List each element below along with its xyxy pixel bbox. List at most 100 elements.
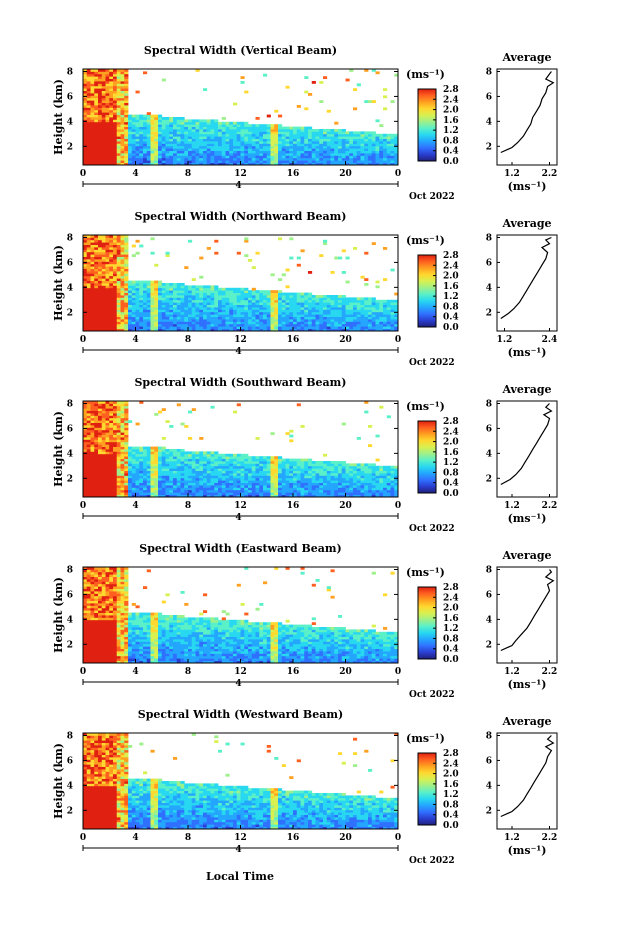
- average-x-label: (ms⁻¹): [508, 512, 547, 525]
- average-profile-line: [500, 236, 552, 319]
- average-y-tick-label: 8: [486, 565, 492, 575]
- x-tick-label: 0: [395, 335, 401, 345]
- colorbar-tick-label: 1.2: [443, 292, 459, 302]
- date-label: Oct 2022: [409, 524, 455, 534]
- y-tick-label: 4: [67, 615, 73, 625]
- average-x-tick-label: 2.2: [542, 169, 558, 179]
- x-tick-label: 12: [234, 501, 247, 511]
- colorbar-tick-label: 0.4: [443, 479, 459, 489]
- colorbar-tick-label: 0.8: [443, 136, 459, 146]
- average-frame: [496, 732, 558, 830]
- y-tick-label: 2: [67, 806, 73, 816]
- colorbar-tick-label: 2.4: [443, 261, 459, 271]
- y-tick-label: 2: [67, 474, 73, 484]
- average-x-label: (ms⁻¹): [508, 844, 547, 857]
- y-axis-label: Height (km): [52, 743, 65, 819]
- colorbar-tick-label: 0.0: [443, 489, 459, 499]
- x-tick-label: 0: [80, 169, 86, 179]
- x-tick-label: 4: [132, 667, 138, 677]
- colorbar-unit: (ms⁻¹): [406, 400, 445, 413]
- colorbar-tick-label: 0.4: [443, 313, 459, 323]
- colorbar-tick-label: 2.4: [443, 593, 459, 603]
- panel-title: Spectral Width (Westward Beam): [138, 708, 343, 721]
- average-x-tick-label: 1.2: [504, 667, 520, 677]
- colorbar: [417, 586, 437, 660]
- x-tick-label: 20: [339, 833, 352, 843]
- x-tick-label: 12: [234, 667, 247, 677]
- average-y-tick-label: 6: [486, 92, 492, 102]
- colorbar-tick-label: 0.8: [443, 302, 459, 312]
- y-axis-label: Height (km): [52, 245, 65, 321]
- day-marker: 4: [235, 679, 241, 689]
- y-axis-label: Height (km): [52, 79, 65, 155]
- heatmap-cells: [83, 69, 399, 166]
- colorbar-tick-label: 1.6: [443, 282, 459, 292]
- x-tick-label: 16: [287, 833, 300, 843]
- colorbar-tick-label: 0.4: [443, 147, 459, 157]
- colorbar-unit: (ms⁻¹): [406, 566, 445, 579]
- average-y-tick-label: 6: [486, 756, 492, 766]
- average-x-label: (ms⁻¹): [508, 180, 547, 193]
- y-tick-label: 2: [67, 142, 73, 152]
- y-tick-label: 8: [67, 233, 73, 243]
- colorbar-tick-label: 2.4: [443, 759, 459, 769]
- y-tick-label: 8: [67, 399, 73, 409]
- colorbar-tick-label: 2.4: [443, 427, 459, 437]
- average-title: Average: [501, 383, 551, 396]
- x-axis-label: Local Time: [206, 870, 274, 883]
- x-tick-label: 0: [80, 667, 86, 677]
- x-tick-label: 0: [80, 501, 86, 511]
- colorbar: [417, 254, 437, 328]
- panel-title: Spectral Width (Northward Beam): [135, 210, 347, 223]
- x-tick-label: 8: [185, 335, 191, 345]
- colorbar-tick-label: 2.0: [443, 604, 459, 614]
- average-title: Average: [501, 217, 551, 230]
- x-tick-label: 8: [185, 501, 191, 511]
- colorbar-tick-label: 0.8: [443, 634, 459, 644]
- x-tick-label: 12: [234, 335, 247, 345]
- colorbar-tick-label: 0.8: [443, 800, 459, 810]
- average-x-tick-label: 1.2: [504, 169, 520, 179]
- x-tick-label: 8: [185, 833, 191, 843]
- average-frame: [496, 234, 558, 332]
- average-x-tick-label: 1.2: [504, 501, 520, 511]
- average-profile-line: [500, 735, 555, 818]
- average-y-tick-label: 4: [486, 117, 492, 127]
- colorbar-tick-label: 0.0: [443, 157, 459, 167]
- x-tick-label: 0: [395, 169, 401, 179]
- colorbar-tick-label: 2.0: [443, 770, 459, 780]
- colorbar: [417, 752, 437, 826]
- average-frame: [496, 68, 558, 166]
- colorbar-tick-label: 2.8: [443, 251, 459, 261]
- average-x-tick-label: 2.2: [542, 667, 558, 677]
- panel-title: Spectral Width (Vertical Beam): [144, 44, 337, 57]
- colorbar-tick-label: 0.0: [443, 821, 459, 831]
- average-y-tick-label: 2: [486, 806, 492, 816]
- colorbar-tick-label: 2.8: [443, 417, 459, 427]
- colorbar-tick-label: 2.0: [443, 272, 459, 282]
- average-frame: [496, 566, 558, 664]
- colorbar-tick-label: 2.8: [443, 749, 459, 759]
- average-title: Average: [501, 549, 551, 562]
- y-tick-label: 6: [67, 92, 73, 102]
- average-title: Average: [501, 51, 551, 64]
- x-tick-label: 12: [234, 833, 247, 843]
- x-tick-label: 8: [185, 169, 191, 179]
- day-marker: 4: [235, 845, 241, 855]
- y-tick-label: 6: [67, 424, 73, 434]
- y-axis-label: Height (km): [52, 577, 65, 653]
- day-marker: 4: [235, 181, 241, 191]
- x-tick-label: 4: [132, 169, 138, 179]
- x-tick-label: 20: [339, 667, 352, 677]
- x-tick-label: 20: [339, 501, 352, 511]
- colorbar-tick-label: 0.4: [443, 645, 459, 655]
- average-x-tick-label: 2.2: [542, 501, 558, 511]
- average-y-tick-label: 2: [486, 142, 492, 152]
- panel-3: Spectral Width (Southward Beam)0 4 8 12 16 20…: [52, 376, 558, 534]
- average-y-tick-label: 8: [486, 731, 492, 741]
- colorbar-tick-label: 1.6: [443, 116, 459, 126]
- average-profile-line: [500, 71, 555, 154]
- date-label: Oct 2022: [409, 856, 455, 866]
- average-x-label: (ms⁻¹): [508, 346, 547, 359]
